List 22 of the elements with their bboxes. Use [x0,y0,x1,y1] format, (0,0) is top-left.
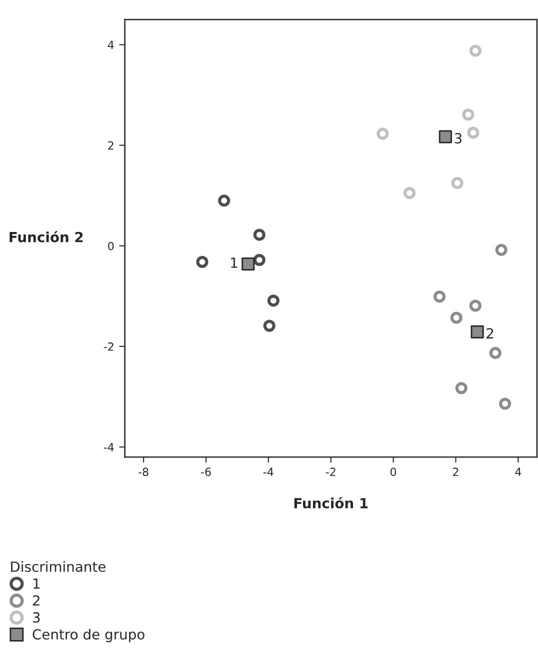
x-axis-title: Función 1 [294,497,368,508]
y-tick-label: 0 [108,242,114,250]
y-axis-title: Función 2 [10,231,83,242]
x-tick-label: -6 [200,468,211,476]
legend-label: 1 [33,578,40,589]
y-tick-label: 2 [108,141,114,150]
legend-label: 2 [32,595,40,606]
legend-title: Discriminante [11,561,106,572]
x-tick-label: -4 [263,468,274,476]
y-tick-label: 4 [108,40,114,49]
annotation: 1 [231,258,238,268]
x-tick-label: 2 [453,468,458,476]
x-tick-label: 4 [515,468,522,476]
legend-label: Centro de grupo [32,628,144,642]
x-tick-label: -8 [138,468,148,476]
y-tick-label: -2 [104,342,114,351]
x-tick-label: 0 [390,468,396,476]
legend-label: 3 [33,612,40,623]
annotation: 2 [486,328,494,338]
annotation: 3 [454,133,462,144]
x-tick-label: -2 [326,468,336,476]
y-tick-label: -4 [104,443,114,452]
